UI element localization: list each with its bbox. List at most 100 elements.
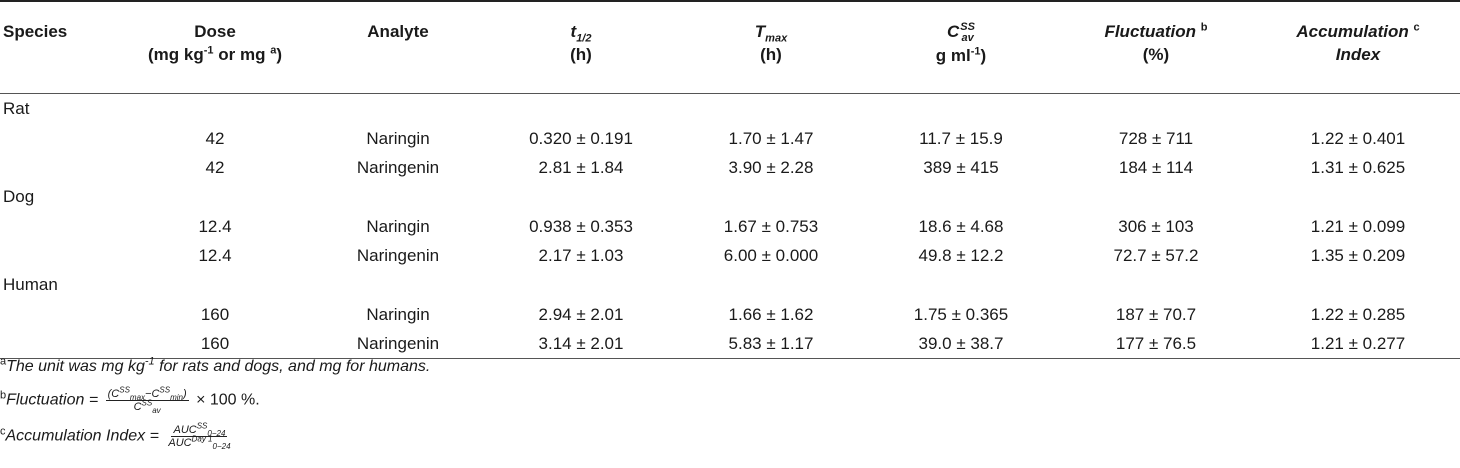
dose-cell: 12.4 xyxy=(198,245,232,265)
den-sub: 0−24 xyxy=(212,442,231,452)
dose-unit-sup: -1 xyxy=(203,44,214,57)
num-sup: SS xyxy=(196,421,208,431)
den-text: C xyxy=(133,401,142,413)
footnote-a: aThe unit was mg kg-1 for rats and dogs,… xyxy=(0,356,430,376)
dose-unit-close: ) xyxy=(276,45,282,64)
species-label: Human xyxy=(3,275,58,294)
pk-table: Species Dose (mg kg-1 or mg a) Analyte t… xyxy=(0,1,1460,359)
thalf-cell: 0.320 ± 0.191 xyxy=(529,128,633,148)
group-row-human: Human xyxy=(0,270,1460,300)
tmax-cell: 1.67 ± 0.753 xyxy=(723,216,819,236)
group-spacer xyxy=(120,182,1460,212)
header-thalf: t1/2 (h) xyxy=(486,1,676,94)
header-dose-line1: Dose xyxy=(194,22,236,41)
tmax-cell: 3.90 ± 2.28 xyxy=(728,157,814,177)
thalf-cell: 2.94 ± 2.01 xyxy=(538,304,624,324)
thalf-cell: 3.14 ± 2.01 xyxy=(486,328,676,359)
cav-cell: 389 ± 415 xyxy=(923,157,999,177)
fluct-footnote-mark: b xyxy=(1200,21,1208,34)
table-row: 160 Naringin 2.94 ± 2.01 1.66 ± 1.62 1.7… xyxy=(0,300,1460,329)
den-sup: SS xyxy=(141,398,153,408)
table-row: 42 Naringin 0.320 ± 0.191 1.70 ± 1.47 11… xyxy=(0,124,1460,153)
empty-cell xyxy=(0,153,120,182)
num-sup: SS xyxy=(159,385,171,395)
group-row-dog: Dog xyxy=(0,182,1460,212)
num-sub: max xyxy=(129,393,146,403)
group-spacer xyxy=(120,270,1460,300)
fluct-unit: (%) xyxy=(1142,45,1170,64)
accumulation-numerator: AUCSS0−24 xyxy=(171,421,228,438)
cav-cell: 49.8 ± 12.2 xyxy=(918,245,1004,265)
table-row: 42 Naringenin 2.81 ± 1.84 3.90 ± 2.28 38… xyxy=(0,153,1460,182)
cav-cell: 18.6 ± 4.68 xyxy=(918,216,1004,236)
accumulation-denominator: AUCDay 10−24 xyxy=(166,435,232,452)
group-spacer xyxy=(120,93,1460,124)
tmax-cell: 1.70 ± 1.47 xyxy=(728,128,814,148)
header-tmax: Tmax (h) xyxy=(676,1,866,94)
empty-cell xyxy=(0,212,120,241)
header-fluctuation: Fluctuation b (%) xyxy=(1056,1,1256,94)
footnote-b-tail: × 100 %. xyxy=(191,391,260,409)
group-row-rat: Rat xyxy=(0,93,1460,124)
thalf-sub: 1/2 xyxy=(576,32,592,45)
thalf-cell: 2.17 ± 1.03 xyxy=(538,245,624,265)
fluct-cell: 72.7 ± 57.2 xyxy=(1113,245,1199,265)
cav-unit: g ml xyxy=(935,45,971,65)
cav-cell: 1.75 ± 0.365 xyxy=(913,304,1009,324)
cav-sup: SS xyxy=(960,20,975,33)
cav-unit-close: ) xyxy=(980,45,987,65)
cav-symbol-group: C SS av xyxy=(947,20,975,44)
dose-cell: 42 xyxy=(205,128,225,148)
footnote-c: cAccumulation Index = AUCSS0−24 AUCDay 10… xyxy=(0,421,236,452)
cav-cell: 39.0 ± 38.7 xyxy=(866,328,1056,359)
analyte-cell: Naringin xyxy=(366,304,430,324)
header-species: Species xyxy=(0,1,120,94)
footnote-b-label: Fluctuation = xyxy=(6,391,103,409)
header-dose-line2: (mg kg-1 or mg a) xyxy=(148,45,282,64)
analyte-cell: Naringin xyxy=(366,216,430,236)
thalf-cell: 0.938 ± 0.353 xyxy=(529,216,633,236)
accum-label-line2: Index xyxy=(1335,45,1381,64)
fluctuation-numerator: (CSSmax−CSSmin) xyxy=(105,385,189,403)
cav-cell: 11.7 ± 15.9 xyxy=(919,128,1003,148)
dose-cell: 12.4 xyxy=(198,216,232,236)
num-sub: min xyxy=(170,393,183,403)
table-row: 12.4 Naringin 0.938 ± 0.353 1.67 ± 0.753… xyxy=(0,212,1460,241)
tmax-cell: 5.83 ± 1.17 xyxy=(676,328,866,359)
empty-cell xyxy=(0,328,120,359)
fluct-cell: 177 ± 76.5 xyxy=(1056,328,1256,359)
dose-cell: 160 xyxy=(200,304,230,324)
table-row: 160 Naringenin 3.14 ± 2.01 5.83 ± 1.17 3… xyxy=(0,328,1460,359)
thalf-symbol: t xyxy=(570,22,577,41)
accum-label-line1: Accumulation xyxy=(1296,22,1409,41)
fluct-cell: 306 ± 103 xyxy=(1118,216,1194,236)
fluct-cell: 728 ± 711 xyxy=(1118,128,1194,148)
tmax-cell: 1.66 ± 1.62 xyxy=(728,304,814,324)
accum-cell: 1.31 ± 0.625 xyxy=(1310,157,1406,177)
accum-footnote-mark: c xyxy=(1413,21,1420,34)
empty-cell xyxy=(0,300,120,329)
analyte-cell: Naringin xyxy=(366,128,430,148)
header-dose: Dose (mg kg-1 or mg a) xyxy=(120,1,310,94)
empty-cell xyxy=(0,124,120,153)
num-text: −C xyxy=(145,388,160,400)
thalf-cell: 2.81 ± 1.84 xyxy=(538,157,624,177)
cav-unit-sup: -1 xyxy=(970,44,981,57)
footnote-c-label: Accumulation Index = xyxy=(5,427,164,445)
fluct-cell: 187 ± 70.7 xyxy=(1115,304,1197,324)
header-accumulation: Accumulation c Index xyxy=(1256,1,1460,94)
fluctuation-denominator: CSSav xyxy=(132,398,163,415)
num-text: (C xyxy=(107,388,120,400)
num-text: AUC xyxy=(173,424,197,436)
tmax-cell: 6.00 ± 0.000 xyxy=(723,245,819,265)
table-row: 12.4 Naringenin 2.17 ± 1.03 6.00 ± 0.000… xyxy=(0,241,1460,270)
species-label: Rat xyxy=(3,99,30,118)
dose-cell: 160 xyxy=(120,328,310,359)
analyte-cell: Naringenin xyxy=(356,157,440,177)
tmax-unit: (h) xyxy=(760,45,782,64)
accum-cell: 1.21 ± 0.277 xyxy=(1256,328,1460,359)
header-analyte: Analyte xyxy=(310,1,486,94)
footnote-b: bFluctuation = (CSSmax−CSSmin) CSSav × 10… xyxy=(0,385,260,415)
accumulation-fraction: AUCSS0−24 AUCDay 10−24 xyxy=(166,421,232,452)
thalf-unit: (h) xyxy=(570,45,592,64)
